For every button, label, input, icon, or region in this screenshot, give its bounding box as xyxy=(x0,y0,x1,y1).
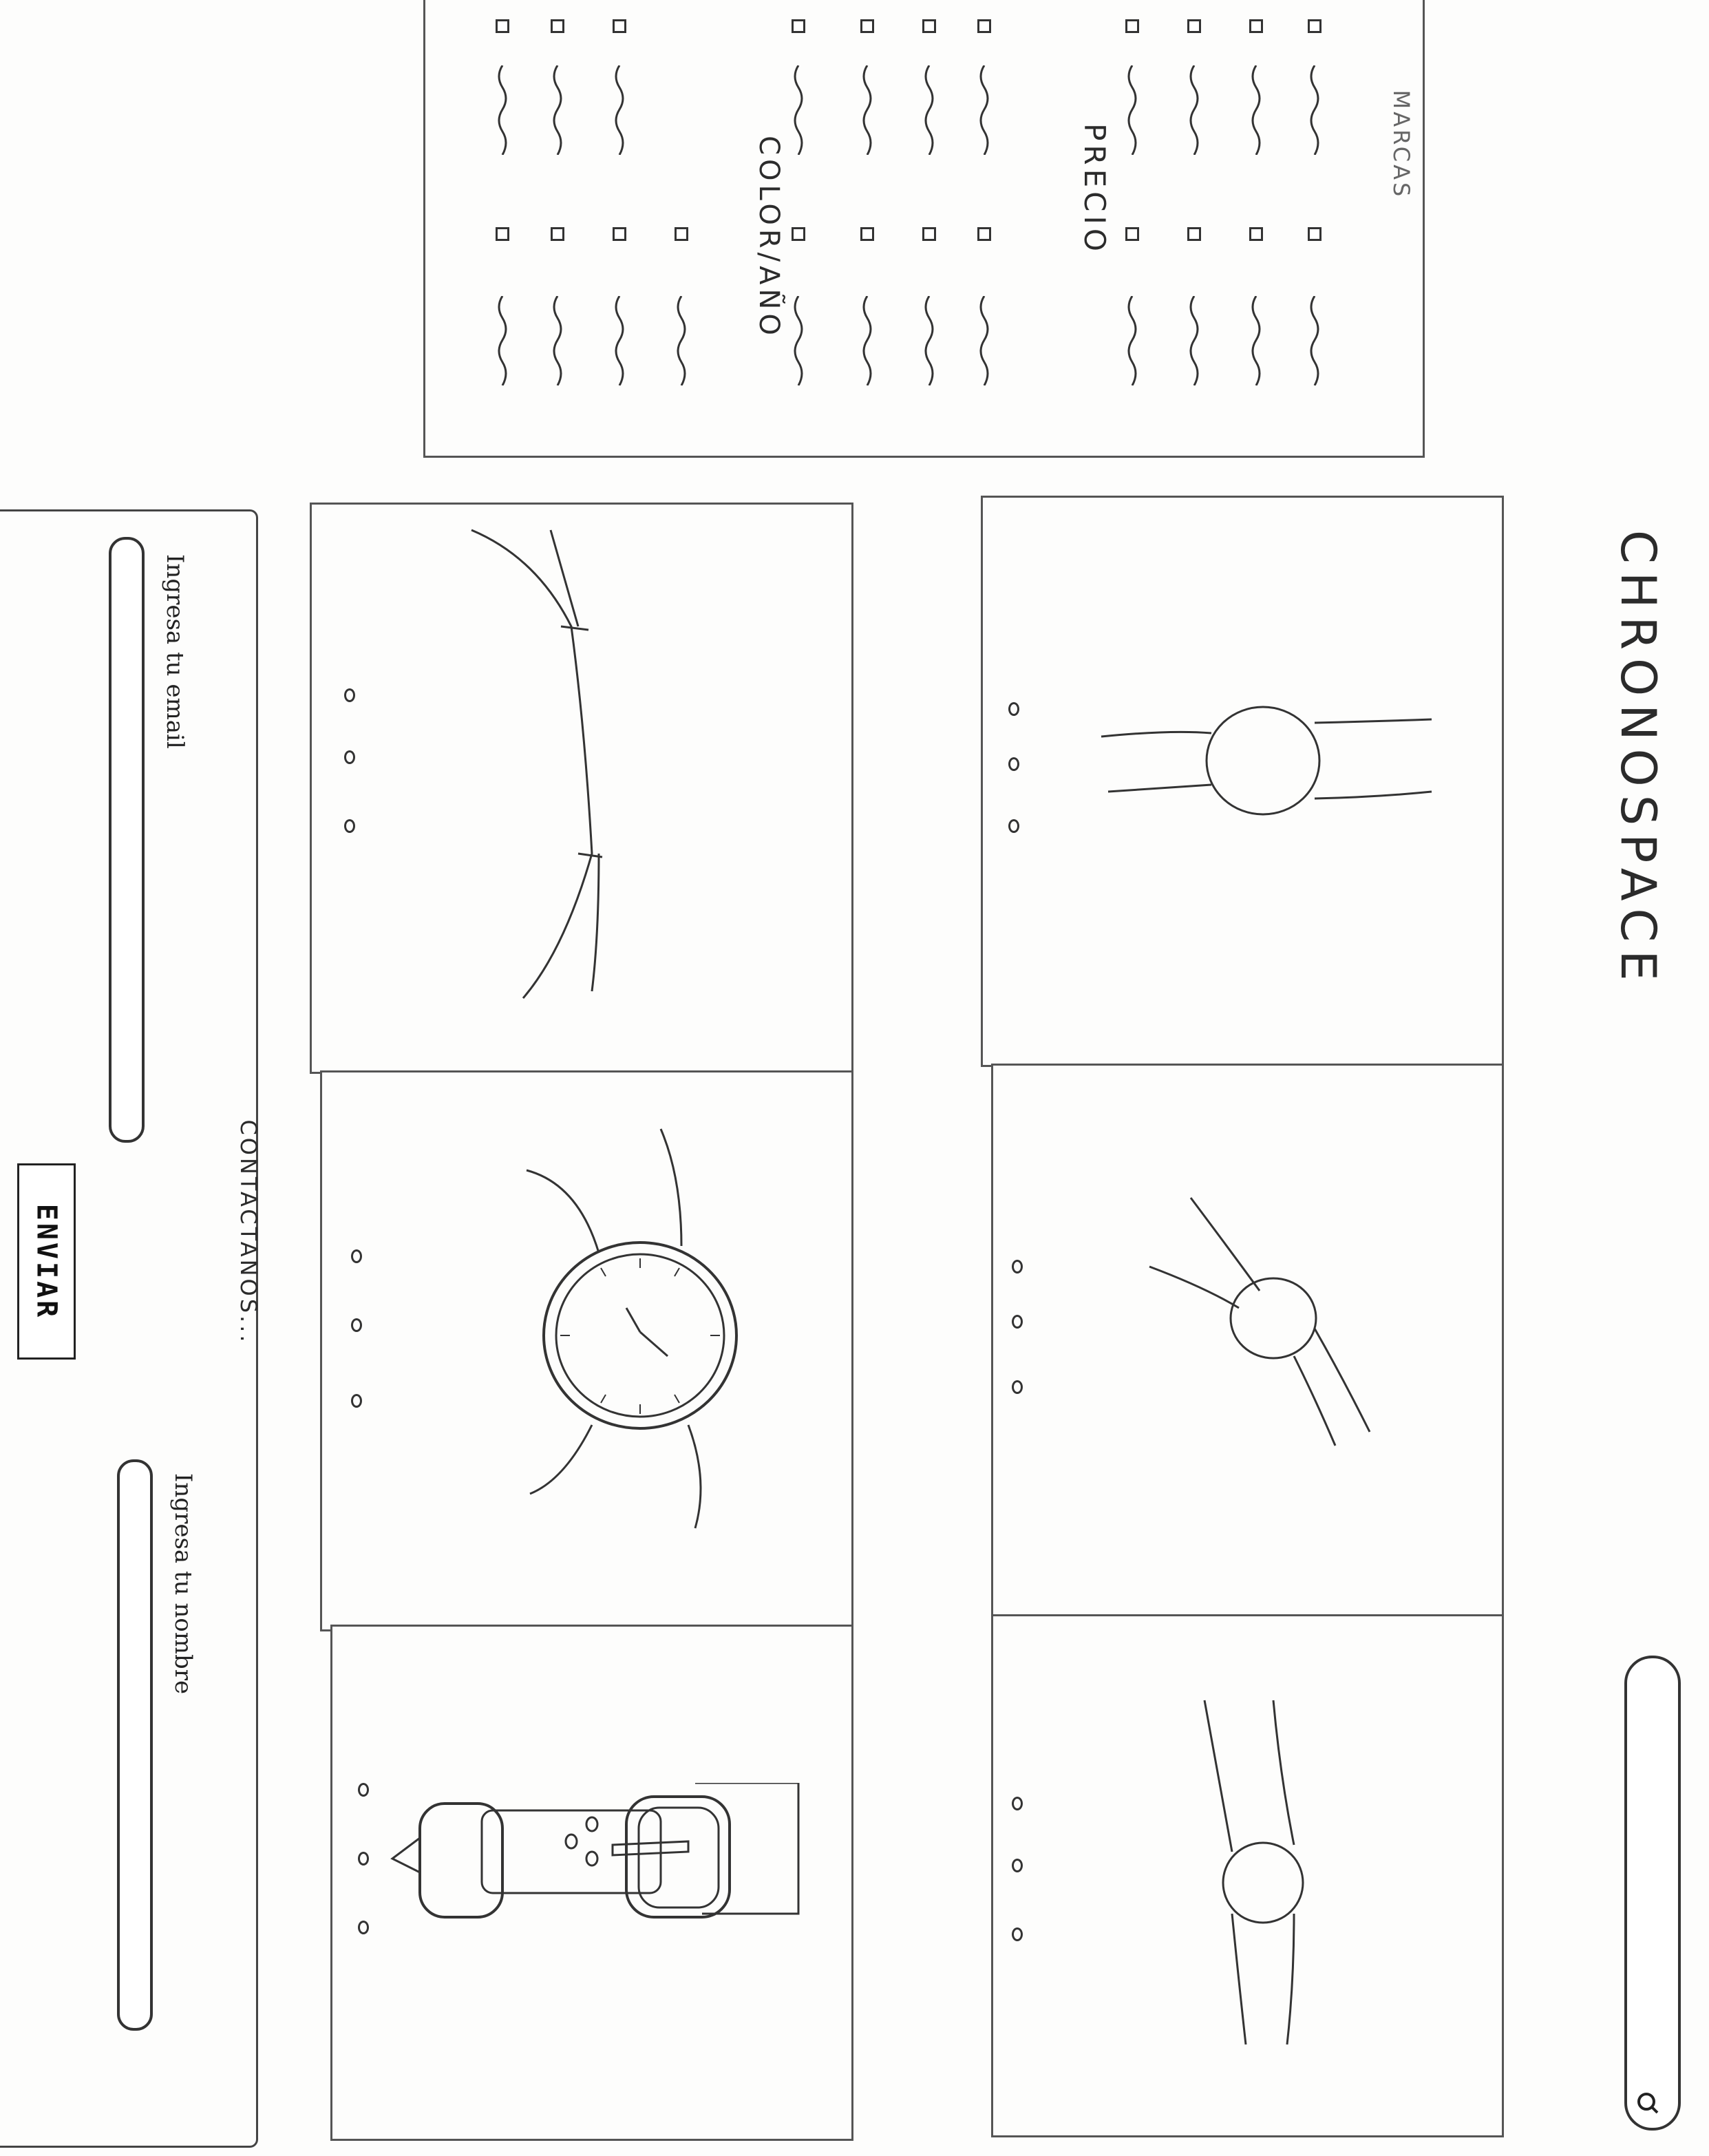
carousel-dot[interactable] xyxy=(1012,1859,1023,1872)
name-field[interactable] xyxy=(117,1459,153,2031)
filter-checkbox[interactable] xyxy=(1125,227,1139,241)
filter-option-label xyxy=(549,65,566,156)
filter-option-label xyxy=(1248,65,1264,156)
product-card[interactable] xyxy=(991,1064,1504,1618)
filter-option-label xyxy=(673,295,690,386)
search-input[interactable] xyxy=(1624,1656,1681,2131)
filter-heading-color-year: COLOR/AÑO xyxy=(753,136,785,339)
carousel-dot[interactable] xyxy=(344,688,355,702)
submit-button-label: ENVIAR xyxy=(30,1203,63,1320)
filter-option-label xyxy=(611,65,628,156)
product-card[interactable] xyxy=(330,1625,853,2141)
filter-checkbox[interactable] xyxy=(860,19,874,33)
email-placeholder: Ingresa tu email xyxy=(161,554,189,749)
carousel-dot[interactable] xyxy=(358,1783,369,1797)
product-card[interactable] xyxy=(991,1614,1504,2137)
filter-checkbox[interactable] xyxy=(1187,227,1201,241)
filter-checkbox[interactable] xyxy=(922,227,936,241)
filter-option-label xyxy=(1306,65,1323,156)
watch-icon xyxy=(1136,1170,1411,1459)
carousel-dot[interactable] xyxy=(1012,1315,1023,1329)
watch-icon xyxy=(523,1122,750,1535)
filter-checkbox[interactable] xyxy=(792,227,805,241)
filter-checkbox[interactable] xyxy=(1249,227,1263,241)
submit-button[interactable]: ENVIAR xyxy=(17,1163,76,1360)
filter-option-label xyxy=(790,295,807,386)
filter-option-label xyxy=(549,295,566,386)
filter-option-label xyxy=(921,65,937,156)
filter-checkbox[interactable] xyxy=(675,227,688,241)
filter-option-label xyxy=(859,295,875,386)
name-placeholder: Ingresa tu nombre xyxy=(169,1473,197,1695)
filter-checkbox[interactable] xyxy=(613,19,626,33)
filter-checkbox[interactable] xyxy=(977,19,991,33)
bracelet-icon xyxy=(468,523,606,1005)
carousel-dot[interactable] xyxy=(351,1249,362,1263)
filter-option-label xyxy=(790,65,807,156)
filter-option-label xyxy=(1186,65,1202,156)
watch-icon xyxy=(1191,1693,1328,2051)
filter-checkbox[interactable] xyxy=(1187,19,1201,33)
filter-option-label xyxy=(1124,65,1140,156)
carousel-dot[interactable] xyxy=(1008,757,1019,771)
carousel-dot[interactable] xyxy=(344,750,355,764)
filter-heading-brands: MARCAS xyxy=(1388,89,1414,200)
email-field[interactable] xyxy=(109,537,145,1143)
filter-option-label xyxy=(976,295,993,386)
carousel-dot[interactable] xyxy=(1008,819,1019,833)
filter-checkbox[interactable] xyxy=(922,19,936,33)
filter-option-label xyxy=(976,65,993,156)
filter-option-label xyxy=(494,295,511,386)
filter-option-label xyxy=(1124,295,1140,386)
filter-checkbox[interactable] xyxy=(1125,19,1139,33)
filter-checkbox[interactable] xyxy=(496,227,509,241)
filter-heading-price: PRECIO xyxy=(1078,123,1112,255)
carousel-dot[interactable] xyxy=(1012,1260,1023,1273)
carousel-dot[interactable] xyxy=(344,819,355,833)
product-card[interactable] xyxy=(320,1070,853,1631)
carousel-dot[interactable] xyxy=(1012,1797,1023,1810)
carousel-dot[interactable] xyxy=(358,1852,369,1866)
carousel-dot[interactable] xyxy=(351,1394,362,1408)
filter-checkbox[interactable] xyxy=(613,227,626,241)
carousel-dot[interactable] xyxy=(358,1921,369,1934)
filter-option-label xyxy=(859,65,875,156)
carousel-dot[interactable] xyxy=(1012,1927,1023,1941)
filter-checkbox[interactable] xyxy=(496,19,509,33)
carousel-dot[interactable] xyxy=(351,1318,362,1332)
product-card[interactable] xyxy=(981,496,1504,1067)
filter-checkbox[interactable] xyxy=(1308,227,1321,241)
filter-checkbox[interactable] xyxy=(1308,19,1321,33)
filter-option-label xyxy=(1186,295,1202,386)
filter-checkbox[interactable] xyxy=(551,19,564,33)
filter-option-label xyxy=(1248,295,1264,386)
filter-option-label xyxy=(494,65,511,156)
carousel-dot[interactable] xyxy=(1012,1380,1023,1394)
watch-icon xyxy=(1087,695,1445,833)
search-icon[interactable] xyxy=(1630,2082,1667,2120)
contact-form xyxy=(0,509,258,2148)
filter-checkbox[interactable] xyxy=(860,227,874,241)
filter-checkbox[interactable] xyxy=(551,227,564,241)
site-title: CHRONOSPACE xyxy=(1610,530,1666,989)
filter-option-label xyxy=(611,295,628,386)
filter-checkbox[interactable] xyxy=(977,227,991,241)
filter-checkbox[interactable] xyxy=(792,19,805,33)
filter-checkbox[interactable] xyxy=(1249,19,1263,33)
carousel-dot[interactable] xyxy=(1008,702,1019,716)
filter-option-label xyxy=(1306,295,1323,386)
contact-heading: CONTACTANOS... xyxy=(235,1119,262,1345)
strap-icon xyxy=(385,1782,812,1962)
filter-option-label xyxy=(921,295,937,386)
